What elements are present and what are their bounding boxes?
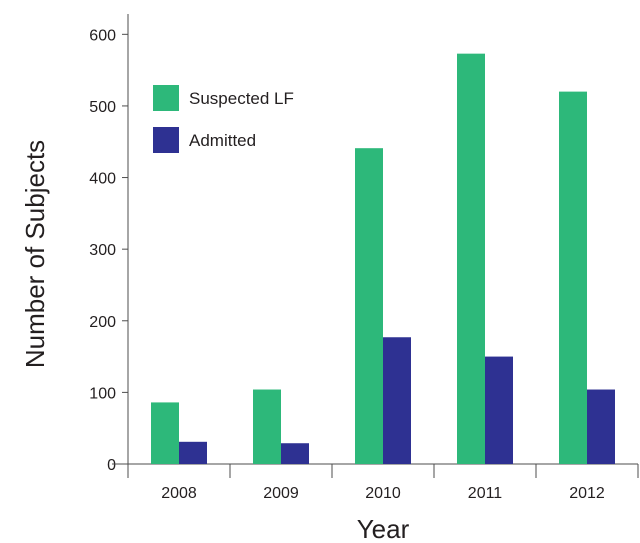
x-tick-label: 2011 <box>468 485 503 502</box>
bar-suspected-lf-2010 <box>355 148 383 464</box>
y-axis-title: Number of Subjects <box>20 140 50 368</box>
bar-suspected-lf-2008 <box>151 402 179 464</box>
bar-suspected-lf-2012 <box>559 91 587 464</box>
y-tick-label: 500 <box>89 99 116 116</box>
y-tick-label: 300 <box>89 242 116 259</box>
x-tick-label: 2012 <box>569 485 605 502</box>
bar-admitted-2012 <box>587 389 615 464</box>
legend-label: Admitted <box>189 131 256 150</box>
x-axis-title: Year <box>357 514 410 543</box>
bar-suspected-lf-2011 <box>457 53 485 464</box>
x-tick-label: 2010 <box>365 485 401 502</box>
y-tick-label: 0 <box>107 457 116 474</box>
bar-admitted-2010 <box>383 337 411 464</box>
x-tick-label: 2008 <box>161 485 197 502</box>
legend-swatch <box>153 85 179 111</box>
legend-label: Suspected LF <box>189 89 294 108</box>
legend-swatch <box>153 127 179 153</box>
bars <box>151 53 615 464</box>
y-tick-label: 200 <box>89 314 116 331</box>
y-tick-label: 400 <box>89 171 116 188</box>
legend: Suspected LF Admitted <box>153 85 294 153</box>
bar-admitted-2011 <box>485 356 513 464</box>
x-tick-label: 2009 <box>263 485 299 502</box>
y-tick-label: 100 <box>89 385 116 402</box>
y-axis: 0 100 200 300 400 500 600 <box>89 14 129 474</box>
y-tick-label: 600 <box>89 27 116 44</box>
x-axis: 2008 2009 2010 2011 2012 <box>112 463 639 502</box>
bar-admitted-2009 <box>281 443 309 464</box>
bar-suspected-lf-2009 <box>253 389 281 464</box>
bar-admitted-2008 <box>179 441 207 464</box>
